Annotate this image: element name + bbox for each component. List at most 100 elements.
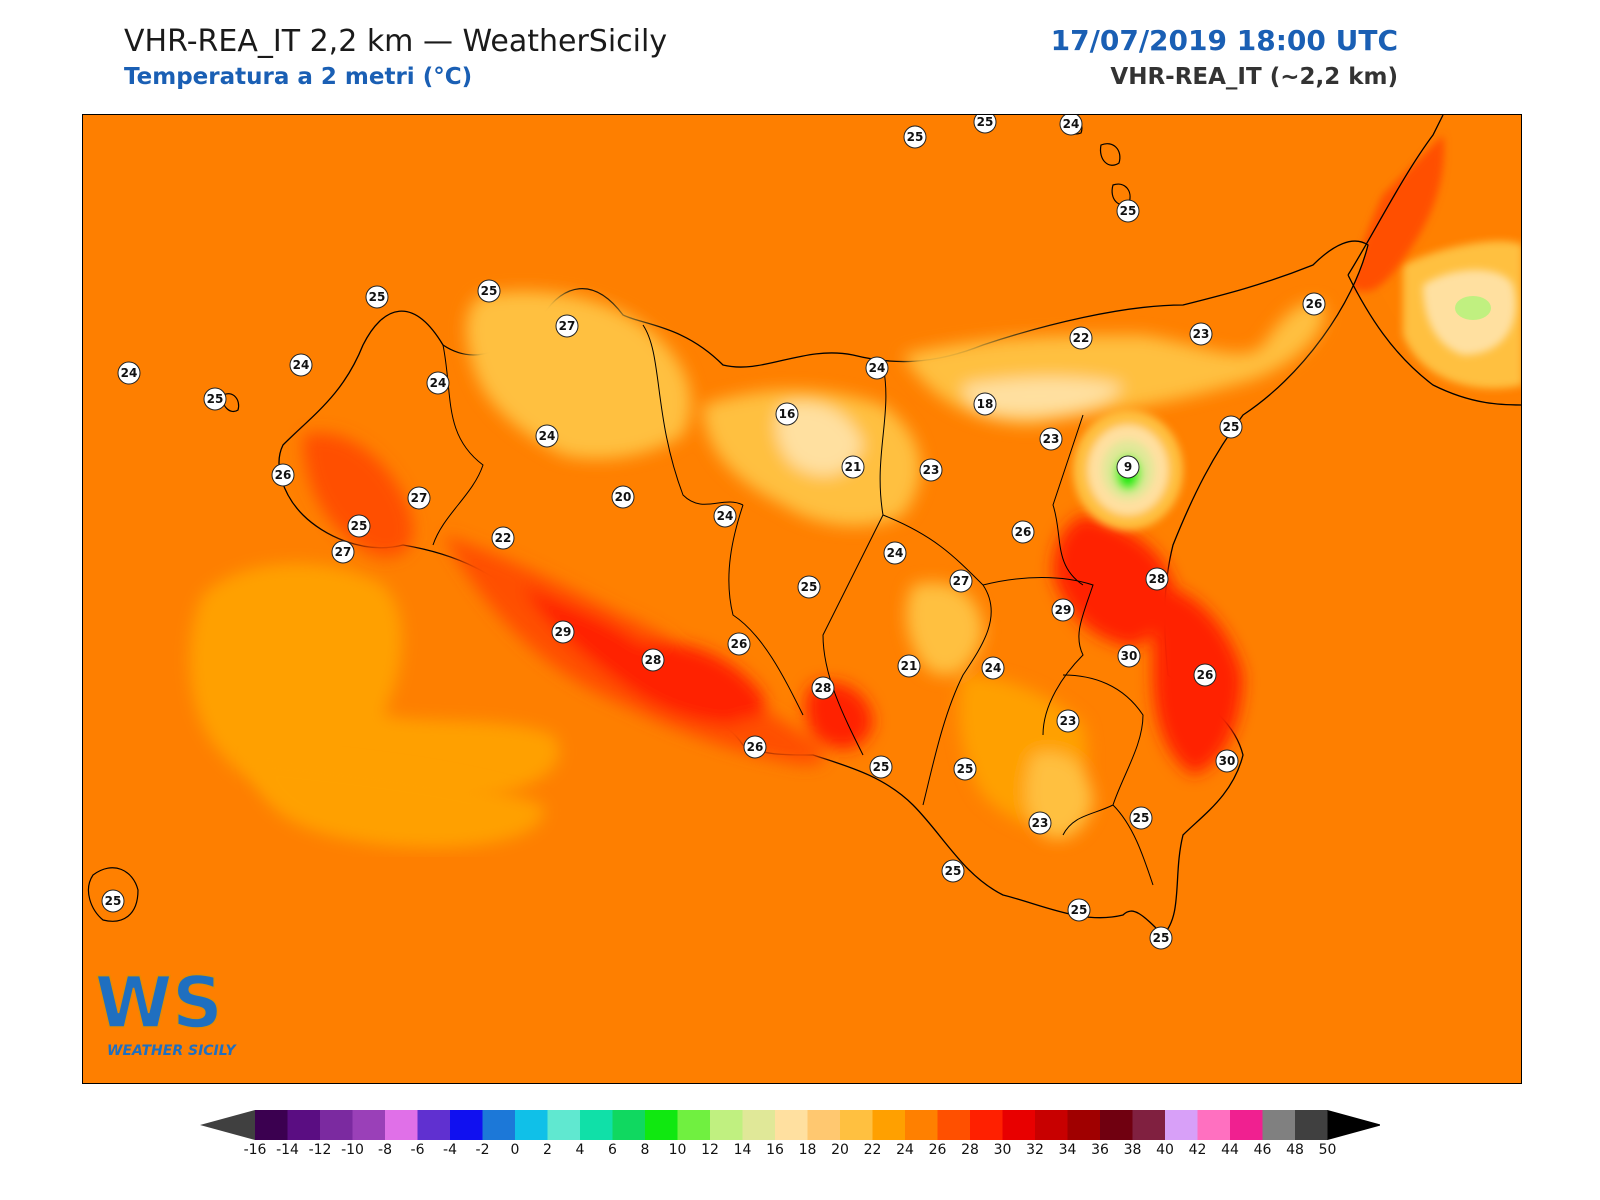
station-circle [203,387,227,411]
colorbar-cell [807,1110,841,1140]
station-value: 25 [1071,903,1088,917]
station-circle [535,424,559,448]
colorbar-cell [742,1110,776,1140]
station-marker: 25 [203,387,227,411]
colorbar-cell [482,1110,516,1140]
station-value: 24 [430,376,447,390]
station-marker: 25 [1149,926,1173,950]
station-circle [1215,749,1239,773]
station-marker: 26 [743,735,767,759]
station-circle [919,458,943,482]
station-value: 26 [1015,525,1032,539]
weathersicily-logo: WS WEATHER SICILY [94,961,238,1059]
station-circle [1117,644,1141,668]
station-value: 25 [945,864,962,878]
colorbar-tick-label: -6 [411,1142,425,1156]
station-marker: 25 [347,514,371,538]
station-marker: 25 [1116,199,1140,223]
temperature-map: 25 25 24 25 25 25 27 24 25 24 24 25 24 26 27 27 22 20 24 16… [82,114,1522,1084]
station-value: 27 [559,319,576,333]
station-marker: 25 [477,279,501,303]
station-marker: 16 [775,402,799,426]
colorbar-min-arrow [200,1110,255,1140]
colorbar-tick-label: -4 [443,1142,457,1156]
colorbar-cell [1295,1110,1328,1140]
station-value: 26 [1306,297,1323,311]
logo-text: WEATHER SICILY [107,1043,238,1059]
station-marker: 27 [407,486,431,510]
logo-letters: WS [95,962,223,1044]
colorbar-tick-label: 50 [1319,1142,1337,1156]
aeolian-island-1 [1099,143,1121,166]
colorbar: -16 -14 -12 -10 -8 -6 -4 -2 0 2 4 6 8 10 12 14 16 18 20 22 2… [200,1110,1380,1156]
station-value: 24 [539,429,556,443]
station-circle [883,541,907,565]
station-value: 24 [121,366,138,380]
colorbar-cell [417,1110,451,1140]
station-marker: 24 [1059,115,1083,136]
colorbar-tick-label: 28 [961,1142,979,1156]
station-circle [981,656,1005,680]
colorbar-cell [840,1110,873,1140]
colorbar-cell [905,1110,938,1140]
station-circle [1149,926,1173,950]
station-circle [1219,415,1243,439]
station-value: 25 [481,284,498,298]
station-value: 25 [1153,931,1170,945]
station-circle [1051,598,1075,622]
colorbar-cell [677,1110,711,1140]
station-marker: 25 [973,115,997,134]
station-circle [949,569,973,593]
station-value: 28 [645,653,662,667]
station-circle [289,353,313,377]
station-marker: 21 [841,455,865,479]
colorbar-cell [547,1110,581,1140]
colorbar-cell [710,1110,743,1140]
station-marker: 25 [953,757,977,781]
station-marker: 27 [949,569,973,593]
station-value: 23 [1193,327,1210,341]
station-circle [1028,811,1052,835]
station-marker: 23 [1028,811,1052,835]
colorbar-tick-label: 46 [1254,1142,1272,1156]
colorbar-tick-label: 38 [1124,1142,1142,1156]
station-value: 16 [779,407,796,421]
station-circle [1145,567,1169,591]
colorbar-cell [580,1110,613,1140]
station-marker: 25 [1129,806,1153,830]
colorbar-cell [1230,1110,1263,1140]
station-marker: 20 [611,485,635,509]
station-circle [903,125,927,149]
station-marker: 23 [1039,427,1063,451]
station-marker: 25 [869,755,893,779]
station-circle [101,889,125,913]
station-value: 29 [1055,603,1072,617]
sea-warm-anomaly-2 [253,755,544,848]
colorbar-tick-label: -14 [276,1142,299,1156]
model-label: VHR-REA_IT (~2,2 km) [1110,64,1398,90]
station-circle [897,654,921,678]
station-marker: 24 [289,353,313,377]
station-marker: 25 [1219,415,1243,439]
station-marker: 9 [1116,455,1140,479]
station-value: 25 [369,290,386,304]
station-value: 24 [717,509,734,523]
colorbar-cell [872,1110,906,1140]
colorbar-tick-label: -2 [476,1142,490,1156]
station-circle [953,757,977,781]
station-value: 25 [977,115,994,129]
colorbar-cell [1132,1110,1166,1140]
station-circle [973,115,997,134]
station-circle [797,575,821,599]
station-circle [841,455,865,479]
station-value: 25 [1223,420,1240,434]
colorbar-tick-label: 14 [734,1142,752,1156]
station-value: 25 [351,519,368,533]
station-marker: 24 [426,371,450,395]
station-value: 24 [293,358,310,372]
station-marker: 25 [365,285,389,309]
station-value: 27 [335,545,352,559]
station-value: 23 [1043,432,1060,446]
station-marker: 24 [713,504,737,528]
station-marker: 25 [1067,898,1091,922]
